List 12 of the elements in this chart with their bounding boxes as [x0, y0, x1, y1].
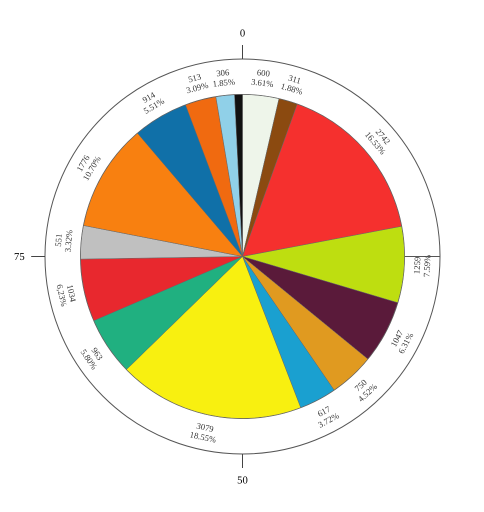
data-label: 1034 6,23% — [54, 283, 79, 308]
data-label: 513 3.09% — [185, 71, 210, 96]
data-label: 1259 7.59% — [412, 254, 433, 278]
text: 0 — [240, 28, 246, 40]
data-label: 3079 18.55% — [188, 420, 218, 445]
data-label: 306 1.85% — [212, 66, 236, 89]
data-label: 600 3.61% — [250, 67, 274, 90]
data-label: 1047 6.31% — [388, 328, 416, 356]
data-label: 311 1.88% — [280, 72, 304, 97]
text: 50 — [237, 475, 248, 486]
data-label: 551 3.32% — [52, 229, 74, 253]
text: 75 — [14, 252, 25, 263]
